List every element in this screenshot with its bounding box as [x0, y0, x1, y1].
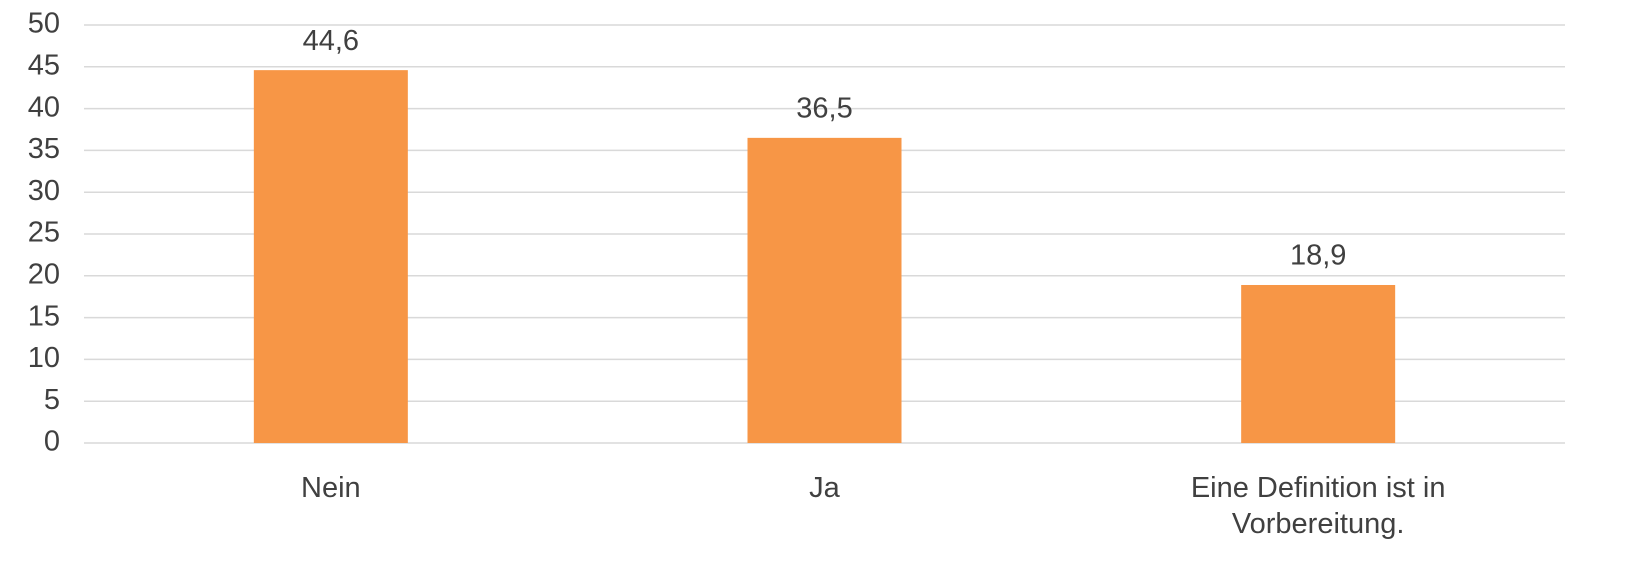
y-tick-label: 20	[28, 258, 60, 290]
y-tick-label: 35	[28, 133, 60, 165]
y-tick-label: 40	[28, 91, 60, 123]
x-tick-label: Eine Definition ist in Vorbereitung.	[1190, 472, 1446, 540]
bar	[253, 70, 408, 444]
y-tick-label: 0	[44, 426, 60, 458]
y-tick-label: 5	[44, 384, 60, 416]
y-tick-label: 45	[28, 49, 60, 81]
y-tick-label: 10	[28, 342, 60, 374]
y-tick-label: 50	[28, 8, 60, 40]
data-label: 18,9	[1290, 240, 1346, 272]
x-tick-label: Ja	[809, 472, 840, 504]
y-tick-label: 15	[28, 300, 60, 332]
y-tick-label: 30	[28, 175, 60, 207]
x-tick-label: Nein	[301, 472, 361, 504]
bar	[1241, 284, 1396, 443]
data-label: 44,6	[303, 25, 359, 57]
data-label: 36,5	[796, 93, 852, 125]
y-tick-label: 25	[28, 217, 60, 249]
bar	[747, 137, 902, 444]
